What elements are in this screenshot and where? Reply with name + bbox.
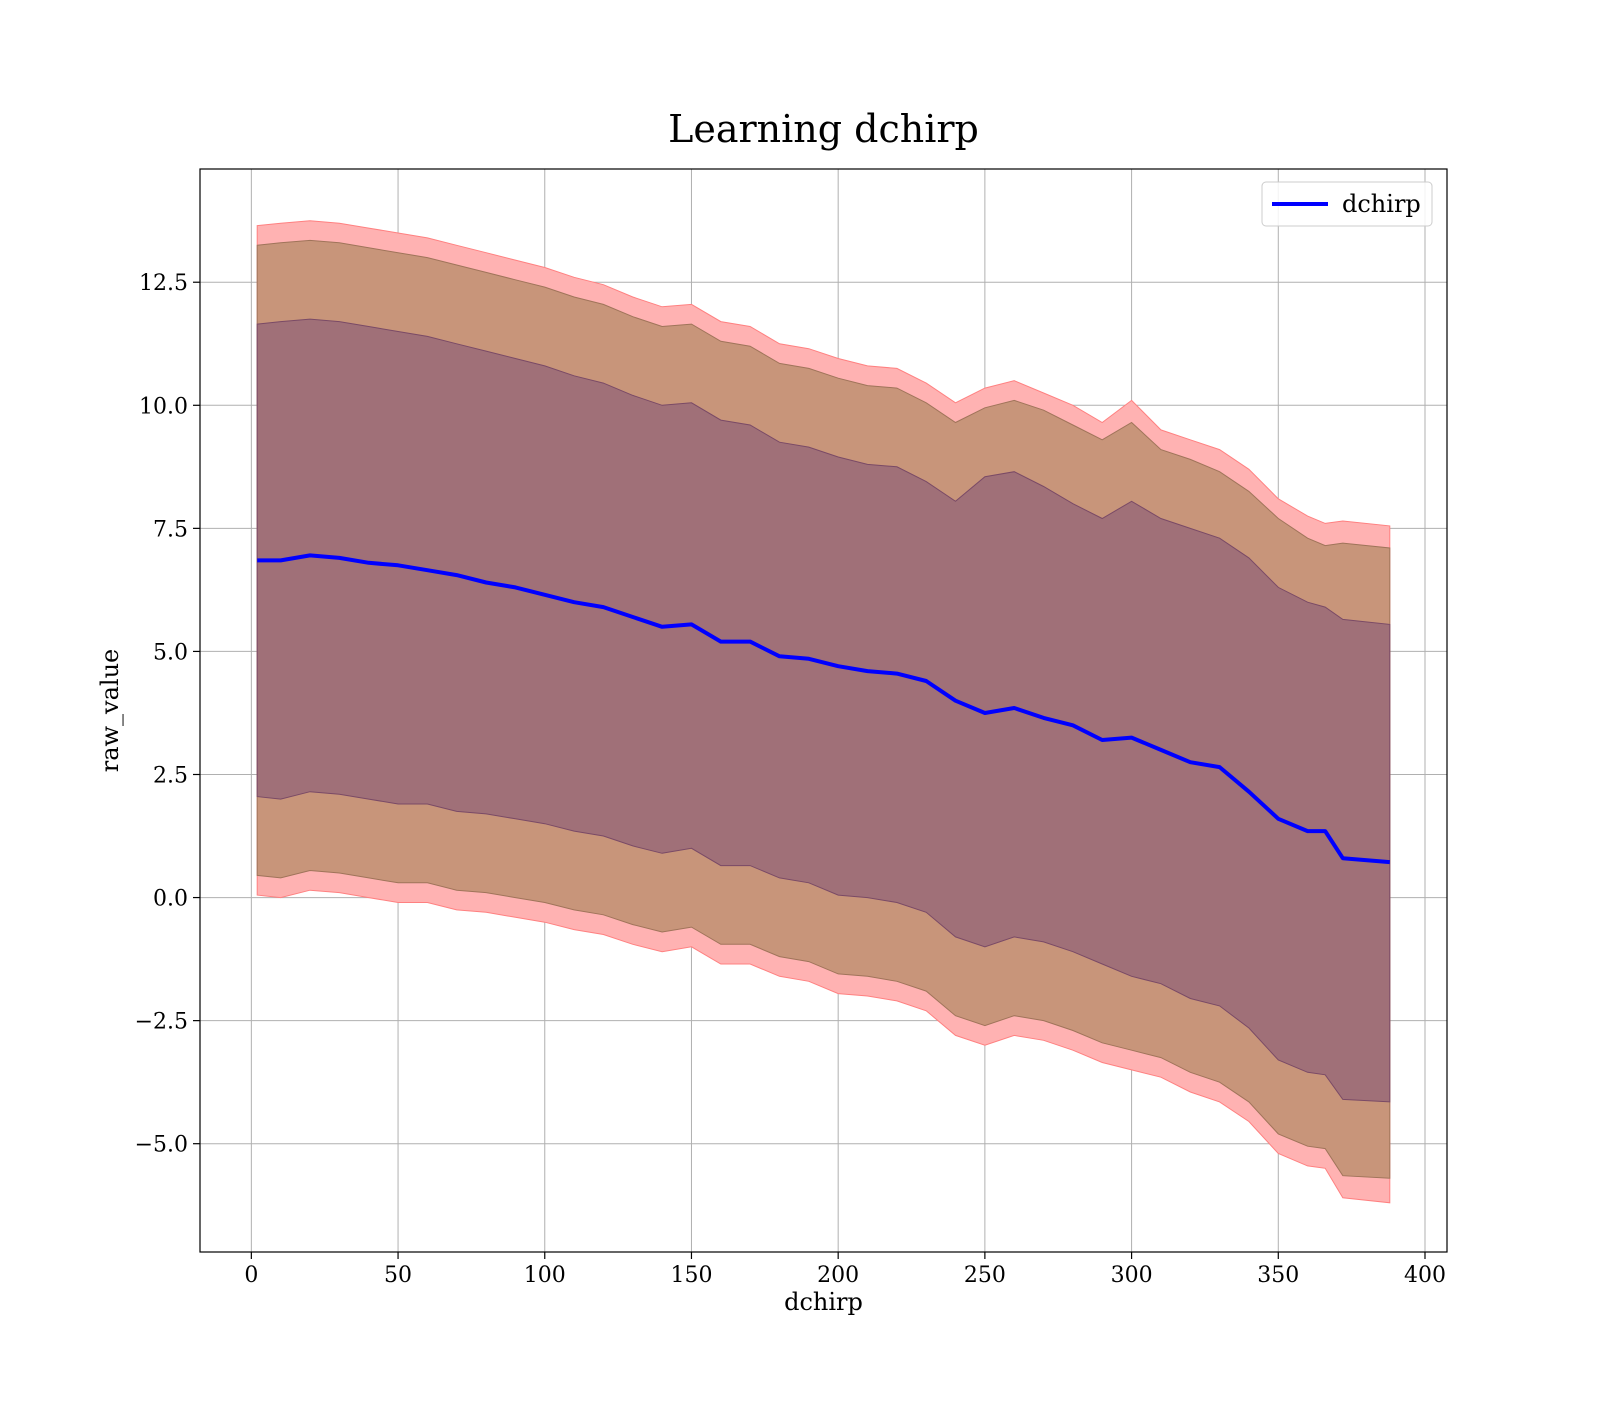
- legend-label-dchirp: dchirp: [1342, 190, 1421, 218]
- y-tick-label: −2.5: [135, 1010, 188, 1035]
- y-tick-label: 0.0: [153, 887, 188, 912]
- legend-box: [1261, 181, 1433, 227]
- x-tick-label: 50: [384, 1263, 412, 1288]
- x-tick-label: 150: [670, 1263, 712, 1288]
- y-tick-label: 7.5: [153, 517, 188, 542]
- x-tick-label: 350: [1257, 1263, 1299, 1288]
- x-axis-label: dchirp: [784, 1288, 863, 1316]
- y-tick-label: 12.5: [139, 271, 188, 296]
- chart-title: Learning dchirp: [668, 107, 979, 151]
- inner-band: [256, 318, 1391, 1103]
- y-tick-label: 10.0: [139, 394, 188, 419]
- legend: dchirp: [1261, 181, 1433, 227]
- y-tick-label: −5.0: [135, 1133, 188, 1158]
- x-tick-label: 300: [1111, 1263, 1153, 1288]
- x-tick-label: 0: [244, 1263, 258, 1288]
- y-tick-label: 2.5: [153, 763, 188, 788]
- series-line-dchirp: [257, 553, 1390, 865]
- x-tick-label: 400: [1404, 1263, 1446, 1288]
- y-tick-label: 5.0: [153, 640, 188, 665]
- y-axis-label: raw_value: [96, 649, 124, 773]
- x-tick-label: 100: [524, 1263, 566, 1288]
- x-tick-label: 200: [817, 1263, 859, 1288]
- axes-frame: [199, 168, 1448, 1253]
- x-tick-label: 250: [964, 1263, 1006, 1288]
